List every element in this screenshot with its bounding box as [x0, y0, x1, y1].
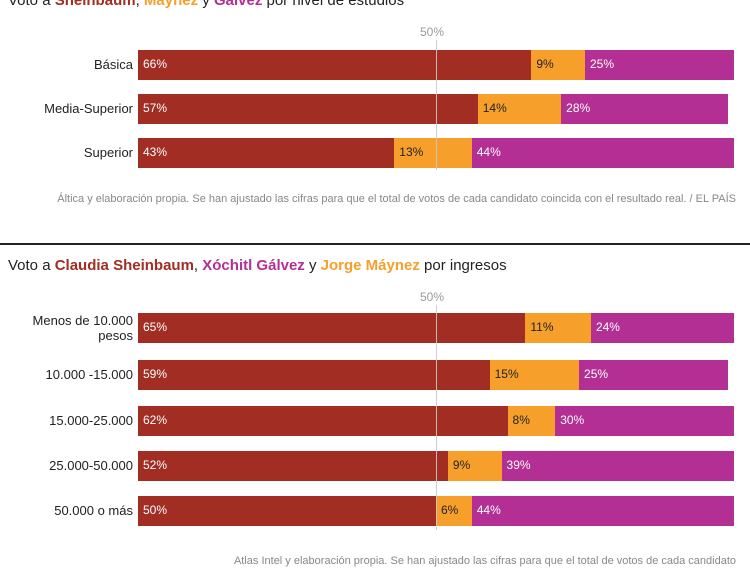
bar-segment-maynez: 14%: [477, 94, 562, 124]
category-label: 50.000 o más: [54, 503, 133, 518]
bar-row: Básica 66% 9% 25%: [0, 50, 750, 80]
section-divider: [0, 243, 750, 245]
data-label: 44%: [476, 145, 501, 159]
data-label: 44%: [476, 503, 501, 517]
bar-segment-sheinbaum: 62%: [138, 406, 508, 436]
title-candidate-galvez: Xóchitl Gálvez: [202, 257, 305, 274]
bar-segment-sheinbaum: 66%: [138, 50, 532, 80]
data-label: 14%: [482, 101, 507, 115]
title-text: ,: [135, 0, 144, 9]
title-text: Voto a: [8, 257, 55, 274]
category-label: Menos de 10.000 pesos: [32, 313, 133, 343]
data-label: 6%: [441, 503, 459, 517]
title-text: por nivel de estudios: [262, 0, 405, 9]
midline-label: 50%: [420, 290, 445, 304]
bar-segment-galvez: 44%: [471, 496, 734, 526]
stacked-bar: 62% 8% 30%: [138, 406, 734, 436]
data-label: 11%: [530, 320, 554, 334]
title-candidate-maynez: Jorge Máynez: [320, 257, 420, 274]
data-label: 66%: [143, 57, 168, 71]
data-label: 59%: [143, 367, 168, 381]
data-label: 9%: [536, 57, 554, 71]
bar-segment-maynez: 9%: [447, 451, 502, 481]
bar-segment-maynez: 15%: [489, 360, 580, 390]
bar-segment-maynez: 13%: [394, 138, 472, 168]
stacked-bar: 66% 9% 25%: [138, 50, 734, 80]
data-label: 30%: [560, 413, 585, 427]
data-label: 28%: [566, 101, 591, 115]
data-label: 24%: [595, 320, 620, 334]
bar-segment-maynez: 8%: [507, 406, 556, 436]
title-candidate-galvez: Gálvez: [213, 0, 263, 9]
stacked-bar: 43% 13% 44%: [138, 138, 734, 168]
category-label: 15.000-25.000: [49, 413, 133, 428]
title-text: y: [198, 0, 214, 9]
bar-segment-galvez: 25%: [584, 50, 734, 80]
data-label: 62%: [143, 413, 168, 427]
bar-row: 10.000 -15.000 59% 15% 25%: [0, 360, 750, 390]
stacked-bar: 59% 15% 25%: [138, 360, 734, 390]
source-note: Atlas Intel y elaboración propia. Se han…: [233, 555, 736, 567]
midline: [436, 305, 437, 530]
data-label: 13%: [399, 145, 424, 159]
data-label: 57%: [143, 101, 168, 115]
bar-segment-sheinbaum: 59%: [138, 360, 490, 390]
title-text: ,: [193, 257, 203, 274]
bar-row: 25.000-50.000 52% 9% 39%: [0, 451, 750, 481]
data-label: 43%: [143, 145, 168, 159]
bar-segment-maynez: 6%: [436, 496, 472, 526]
data-label: 15%: [494, 367, 519, 381]
bar-segment-maynez: 11%: [525, 313, 591, 343]
category-label: Superior: [83, 145, 133, 160]
category-label: 10.000 -15.000: [45, 367, 133, 382]
category-label: Básica: [93, 57, 133, 72]
chart-title-education: Voto a Sheinbaum, Máynez y Gálvez por ni…: [8, 0, 404, 9]
category-label: 25.000-50.000: [49, 458, 133, 473]
bar-segment-sheinbaum: 65%: [138, 313, 526, 343]
data-label: 39%: [506, 458, 531, 472]
bar-segment-galvez: 30%: [555, 406, 734, 436]
category-label: Media-Superior: [44, 101, 133, 116]
data-label: 8%: [512, 413, 530, 427]
midline: [436, 40, 437, 170]
title-text: Voto a: [8, 0, 55, 9]
bar-segment-maynez: 9%: [531, 50, 585, 80]
bar-segment-galvez: 28%: [561, 94, 729, 124]
data-label: 65%: [143, 320, 168, 334]
bar-row: Menos de 10.000 pesos 65% 11% 24%: [0, 313, 750, 343]
bar-row: 15.000-25.000 62% 8% 30%: [0, 406, 750, 436]
source-note: Áltica y elaboración propia. Se han ajus…: [57, 193, 736, 205]
bar-segment-galvez: 44%: [471, 138, 734, 168]
data-label: 50%: [143, 503, 168, 517]
bar-row: Superior 43% 13% 44%: [0, 138, 750, 168]
stacked-bar: 52% 9% 39%: [138, 451, 734, 481]
stacked-bar: 65% 11% 24%: [138, 313, 734, 343]
data-label: 9%: [452, 458, 471, 472]
bar-row: 50.000 o más 50% 6% 44%: [0, 496, 750, 526]
data-label: 25%: [584, 367, 609, 381]
bar-segment-galvez: 39%: [501, 451, 734, 481]
title-text: y: [304, 257, 321, 274]
bar-segment-sheinbaum: 50%: [138, 496, 436, 526]
title-candidate-maynez: Máynez: [143, 0, 199, 9]
chart-title-income: Voto a Claudia Sheinbaum, Xóchitl Gálvez…: [8, 257, 507, 274]
data-label: 52%: [143, 458, 168, 472]
data-label: 25%: [589, 57, 615, 71]
bar-segment-sheinbaum: 43%: [138, 138, 395, 168]
stacked-bar: 57% 14% 28%: [138, 94, 734, 124]
title-text: por ingresos: [419, 257, 507, 274]
bar-segment-sheinbaum: 57%: [138, 94, 478, 124]
bar-segment-galvez: 24%: [590, 313, 734, 343]
bar-segment-galvez: 25%: [579, 360, 729, 390]
title-candidate-sheinbaum: Sheinbaum: [54, 0, 136, 9]
stacked-bar: 50% 6% 44%: [138, 496, 734, 526]
bar-row: Media-Superior 57% 14% 28%: [0, 94, 750, 124]
title-candidate-sheinbaum: Claudia Sheinbaum: [54, 257, 194, 274]
midline-label: 50%: [420, 25, 445, 39]
bar-segment-sheinbaum: 52%: [138, 451, 448, 481]
